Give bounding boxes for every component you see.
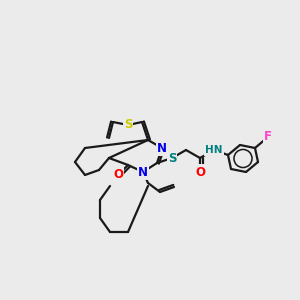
- Text: HN: HN: [205, 145, 223, 155]
- Text: N: N: [138, 166, 148, 178]
- Text: O: O: [113, 169, 123, 182]
- Text: S: S: [168, 152, 176, 164]
- Text: N: N: [157, 142, 167, 154]
- Text: F: F: [264, 130, 272, 143]
- Text: O: O: [195, 166, 205, 178]
- Text: S: S: [124, 118, 132, 131]
